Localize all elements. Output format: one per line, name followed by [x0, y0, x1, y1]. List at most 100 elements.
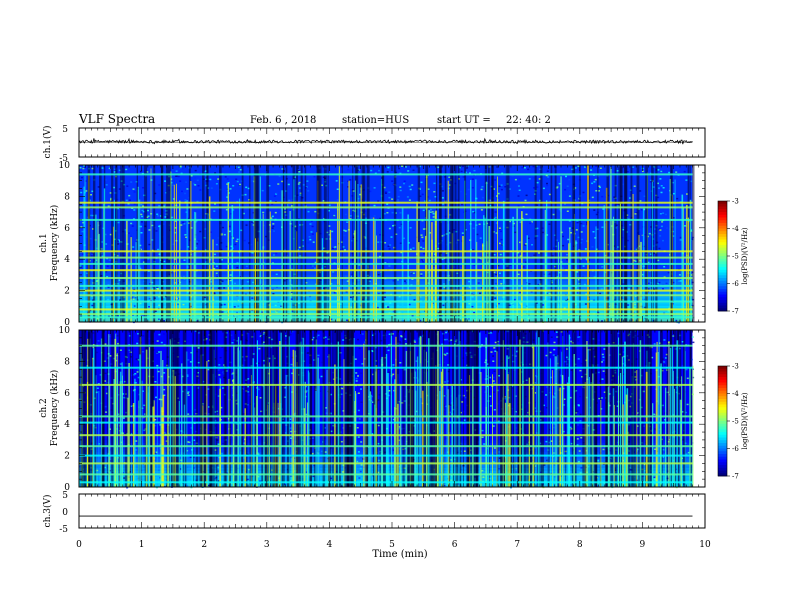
spectrogram-cell	[574, 167, 577, 169]
spectrogram-band	[79, 250, 693, 253]
spectrogram-cell	[346, 319, 348, 321]
spectrogram-cell	[118, 279, 121, 281]
spectrogram-cell	[213, 253, 216, 256]
spectrogram-cell	[364, 237, 367, 239]
spectrogram-cell	[109, 233, 112, 236]
spectrogram-cell	[340, 296, 343, 298]
spectrogram-sferic	[150, 168, 152, 322]
spectrogram-cell	[676, 197, 679, 200]
spectrogram-band	[79, 287, 693, 292]
spectrogram-cell	[408, 244, 411, 246]
spectrogram-cell	[459, 317, 462, 320]
spectrogram-cell	[427, 261, 430, 263]
spectrogram-cell	[479, 292, 482, 294]
spectrogram-cell	[569, 426, 572, 429]
spectrogram-cell	[139, 267, 142, 270]
spectrogram-cell	[215, 243, 218, 246]
spectrogram-cell	[298, 302, 300, 304]
spectrogram-cell	[581, 376, 584, 378]
spectrogram-cell	[453, 264, 456, 266]
spectrogram-cell	[493, 370, 496, 372]
spectrogram-cell	[237, 305, 240, 307]
spectrogram-cell	[429, 211, 432, 214]
spectrogram-cell	[579, 413, 582, 416]
spectrogram-dark-column	[507, 165, 510, 322]
spectrogram-cell	[149, 283, 152, 285]
spectrogram-cell	[448, 176, 451, 178]
spectrogram-cell	[163, 315, 166, 317]
spectrogram-cell	[629, 469, 632, 471]
spectrogram-cell	[311, 338, 314, 341]
spectrogram-cell	[531, 387, 533, 390]
spectrogram-cell	[634, 303, 637, 306]
spectrogram-cell	[602, 208, 605, 210]
spectrogram-cell	[186, 188, 189, 190]
spectrogram-cell	[384, 262, 387, 264]
spectrogram-cell	[660, 170, 663, 173]
spectrogram-band	[79, 303, 693, 307]
spectrogram-cell	[230, 479, 233, 481]
spectrogram-cell	[196, 320, 199, 322]
spectrogram-cell	[608, 303, 611, 306]
spectrogram-cell	[578, 450, 581, 452]
spectrogram-cell	[336, 199, 339, 201]
spectrogram-cell	[133, 374, 136, 376]
spectrogram-cell	[590, 169, 593, 171]
spectrogram-cell	[339, 249, 342, 251]
spectrogram-cell	[290, 363, 293, 366]
spectrogram-cell	[198, 347, 200, 349]
spectrogram-cell	[289, 426, 292, 429]
spectrogram-cell	[107, 298, 110, 301]
spectrogram-cell	[221, 346, 224, 348]
spectrogram-cell	[177, 175, 180, 178]
spectrogram-cell	[164, 216, 167, 218]
spectrogram-cell	[509, 220, 511, 223]
spectrogram-cell	[359, 470, 362, 473]
spectrogram-cell	[442, 304, 445, 307]
spectrogram-cell	[488, 376, 491, 379]
spectrogram-cell	[530, 270, 533, 272]
spectrogram-cell	[242, 457, 245, 459]
spectrogram-cell	[207, 368, 210, 371]
spectrogram-cell	[239, 169, 242, 171]
spectrogram-cell	[539, 199, 542, 202]
spectrogram-cell	[327, 280, 330, 282]
spectrogram-cell	[601, 353, 604, 356]
spectrogram-cell	[184, 234, 187, 236]
spectrogram-cell	[634, 334, 637, 337]
spectrogram-cell	[577, 339, 580, 342]
spectrogram-dark-column	[283, 165, 285, 322]
spectrogram-sferic	[568, 243, 570, 322]
ch1-ytick-minus5: -5	[59, 154, 68, 164]
spectrogram-cell	[257, 362, 260, 364]
spectrogram-cell	[586, 223, 588, 226]
spectrogram-dark-column	[670, 165, 673, 322]
spectrogram-cell	[551, 255, 554, 257]
spectrogram-cell	[275, 193, 278, 195]
spectrogram-cell	[105, 235, 108, 237]
spectrogram-cell	[322, 200, 325, 202]
spectrogram-cell	[289, 418, 292, 420]
spectrogram-cell	[536, 311, 539, 313]
spectrogram-cell	[677, 280, 680, 282]
spectrogram-cell	[221, 226, 224, 229]
spectrogram-cell	[514, 255, 517, 258]
spectrogram-cell	[226, 279, 229, 281]
spectrogram-cell	[239, 185, 242, 188]
spectrogram-dark-column	[579, 165, 581, 322]
spectrogram-cell	[157, 248, 159, 251]
spectrogram-cell	[156, 364, 159, 367]
spectrogram-cell	[562, 404, 565, 406]
spectrogram-band	[79, 206, 693, 209]
spectrogram-cell	[666, 227, 669, 229]
spectrogram-cell	[148, 306, 150, 308]
spectrogram-cell	[460, 170, 463, 173]
spectrogram-cell	[151, 288, 154, 290]
spectrogram-cell	[236, 266, 239, 269]
spectrogram-cell	[478, 293, 481, 295]
spectrogram-cell	[311, 452, 314, 455]
spectrogram-cell	[404, 338, 407, 340]
spectrogram-cell	[564, 203, 566, 205]
spectrogram-cell	[519, 302, 522, 304]
spectrogram-cell	[629, 197, 632, 199]
